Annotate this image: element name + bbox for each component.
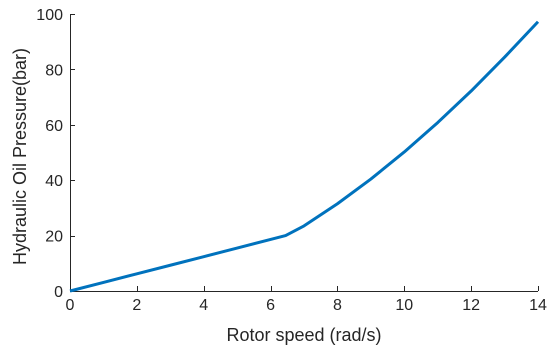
- x-tick-label: 14: [529, 297, 547, 314]
- tick-labels: 0 2 4 6 8 10 12 14 0 20 40 60 80 100: [36, 7, 547, 314]
- y-tick-label: 100: [36, 7, 63, 24]
- x-tick-label: 4: [199, 297, 208, 314]
- y-tick-label: 40: [45, 173, 63, 190]
- x-tick-label: 8: [333, 297, 342, 314]
- y-tick-label: 0: [54, 284, 63, 301]
- y-tick-label: 80: [45, 62, 63, 79]
- x-tick-label: 12: [462, 297, 480, 314]
- series: [69, 20, 540, 293]
- x-tick-label: 6: [266, 297, 275, 314]
- x-axis-label: Rotor speed (rad/s): [226, 325, 381, 345]
- x-tick-label: 2: [132, 297, 141, 314]
- y-tick-label: 20: [45, 229, 63, 246]
- tick-marks: [70, 14, 539, 292]
- axes: [70, 14, 538, 292]
- y-tick-label: 60: [45, 118, 63, 135]
- y-axis-label: Hydraulic Oil Pressure(bar): [10, 48, 30, 265]
- series-line-1: [69, 20, 540, 293]
- x-tick-label: 10: [395, 297, 413, 314]
- x-tick-label: 0: [66, 297, 75, 314]
